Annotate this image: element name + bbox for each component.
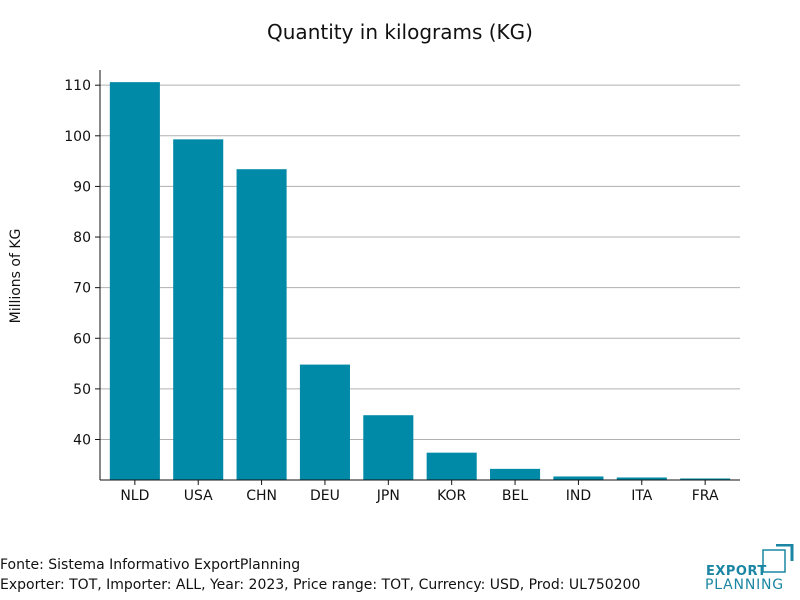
y-tick-label-90: 90 [73,179,91,195]
chart-title: Quantity in kilograms (KG) [267,20,533,44]
x-tick-label-nld: NLD [120,488,149,504]
bar-jpn [363,415,414,480]
bars [109,82,731,481]
x-tick-label-kor: KOR [437,488,466,504]
x-tick-label-chn: CHN [246,488,277,504]
y-tick-label-60: 60 [73,331,91,347]
bar-deu [299,364,350,480]
bar-nld [109,82,160,481]
bar-usa [173,139,224,480]
y-tick-label-40: 40 [73,433,91,449]
x-tick-label-fra: FRA [692,488,719,504]
x-tick-labels: NLD USA CHN DEU JPN KOR BEL IND ITA FRA [120,488,719,504]
footer-source: Fonte: Sistema Informativo ExportPlannin… [0,557,301,573]
y-axis-label: Millions of KG [8,229,24,324]
footer-filters: Exporter: TOT, Importer: ALL, Year: 2023… [0,577,641,593]
logo-square-icon [762,544,794,573]
logo-text-export: EXPORT [706,564,767,579]
y-tick-label-100: 100 [64,129,91,145]
bar-ind [553,476,604,480]
exportplanning-logo: EXPORT PLANNING [704,544,796,594]
x-tick-label-ind: IND [566,488,591,504]
bar-chn [236,169,287,480]
y-tick-label-80: 80 [73,230,91,246]
x-tick-label-bel: BEL [502,488,528,504]
x-tick-label-ita: ITA [631,488,653,504]
x-tick-label-jpn: JPN [376,488,400,504]
logo-text-planning: PLANNING [705,577,784,593]
y-tick-label-110: 110 [64,78,91,94]
axes [95,70,740,485]
bar-kor [426,452,477,480]
y-tick-label-70: 70 [73,281,91,297]
y-tick-labels: 40 50 60 70 80 90 100 110 [64,78,91,448]
x-tick-label-usa: USA [184,488,213,504]
bar-ita [616,477,667,480]
y-tick-label-50: 50 [73,382,91,398]
bar-fra [680,478,731,480]
bar-bel [490,468,541,480]
x-tick-label-deu: DEU [310,488,340,504]
